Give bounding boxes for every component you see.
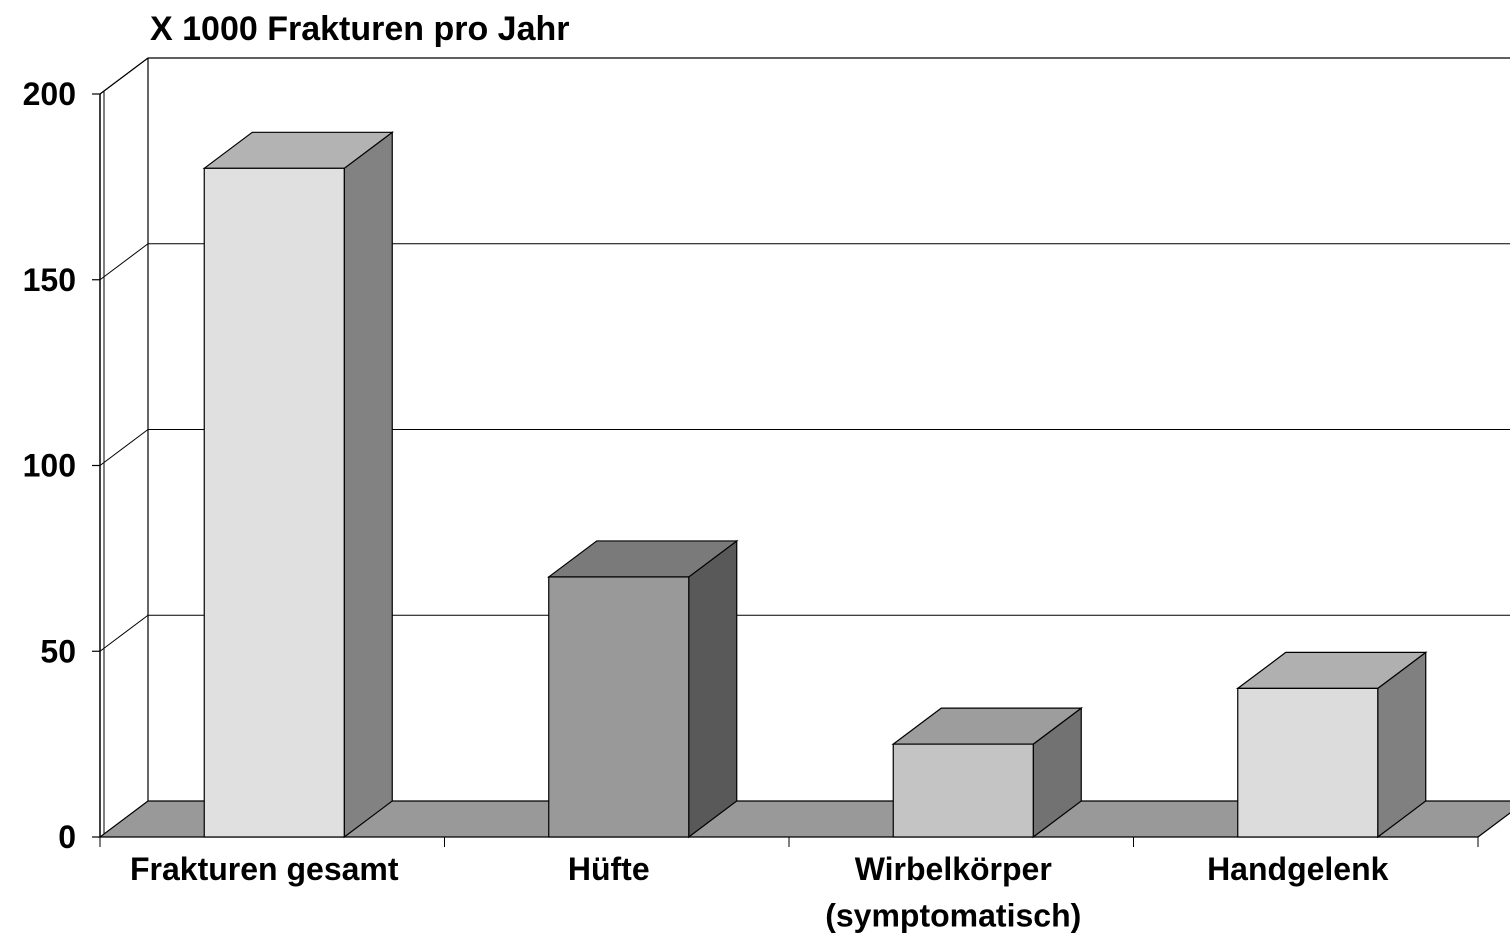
y-tick-label: 100 bbox=[23, 448, 76, 484]
y-tick-label: 150 bbox=[23, 262, 76, 298]
x-tick-label: Frakturen gesamt bbox=[130, 851, 399, 887]
y-tick-label: 0 bbox=[58, 819, 76, 855]
grid-line-side bbox=[99, 57, 149, 95]
bar-side bbox=[343, 131, 393, 839]
bar bbox=[548, 576, 690, 838]
x-tick-label: Wirbelkörper (symptomatisch) bbox=[825, 851, 1081, 933]
bar bbox=[892, 743, 1034, 838]
bar bbox=[1237, 687, 1379, 838]
bar bbox=[203, 167, 345, 838]
grid-line-side bbox=[99, 429, 149, 466]
chart-title: X 1000 Frakturen pro Jahr bbox=[150, 10, 570, 48]
y-tick-label: 200 bbox=[23, 76, 76, 112]
grid-line-side bbox=[99, 614, 149, 652]
grid-line-side bbox=[99, 243, 149, 281]
bar-side bbox=[688, 539, 738, 839]
x-tick-label: Hüfte bbox=[568, 851, 650, 887]
x-tick-label: Handgelenk bbox=[1207, 851, 1389, 887]
y-tick-label: 50 bbox=[40, 633, 76, 669]
